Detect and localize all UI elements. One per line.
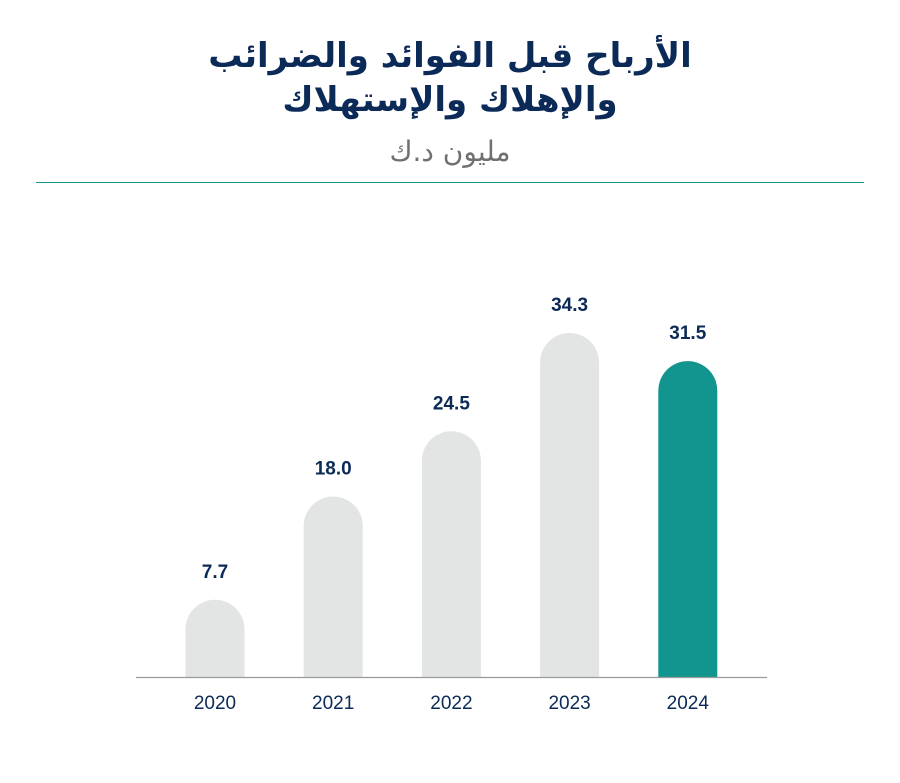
x-tick-label-2023: 2023 [548, 693, 590, 714]
x-tick-label-2021: 2021 [312, 693, 354, 714]
bar-value-label-2021: 18.0 [315, 458, 352, 479]
bar-value-label-2022: 24.5 [433, 393, 470, 414]
x-tick-label-2024: 2024 [667, 693, 710, 714]
bar-2021 [303, 496, 363, 677]
bar-value-label-2020: 7.7 [202, 562, 228, 583]
chart-title-line-2: والإهلاك والإستهلاك [282, 80, 618, 120]
chart-title-line-1: الأرباح قبل الفوائد والضرائب [208, 36, 692, 76]
bar-2020 [185, 599, 245, 677]
bar-value-label-2024: 31.5 [669, 323, 706, 344]
title-divider [36, 182, 864, 183]
bar-2022 [421, 431, 481, 677]
x-tick-label-2022: 2022 [430, 693, 472, 714]
bar-2023 [540, 333, 600, 677]
x-tick-label-2020: 2020 [194, 693, 236, 714]
chart-title: الأرباح قبل الفوائد والضرائب والإهلاك وا… [0, 34, 900, 122]
chart-unit-subtitle: مليون د.ك [389, 135, 511, 168]
bar-2024 [658, 361, 718, 677]
bar-value-label-2023: 34.3 [551, 295, 588, 316]
